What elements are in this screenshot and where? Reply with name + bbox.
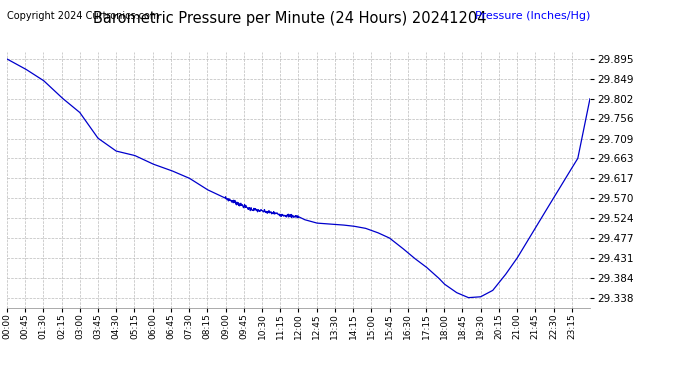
- Text: Barometric Pressure per Minute (24 Hours) 20241204: Barometric Pressure per Minute (24 Hours…: [93, 11, 486, 26]
- Text: Pressure (Inches/Hg): Pressure (Inches/Hg): [475, 11, 590, 21]
- Text: Copyright 2024 Curtronics.com: Copyright 2024 Curtronics.com: [7, 11, 159, 21]
